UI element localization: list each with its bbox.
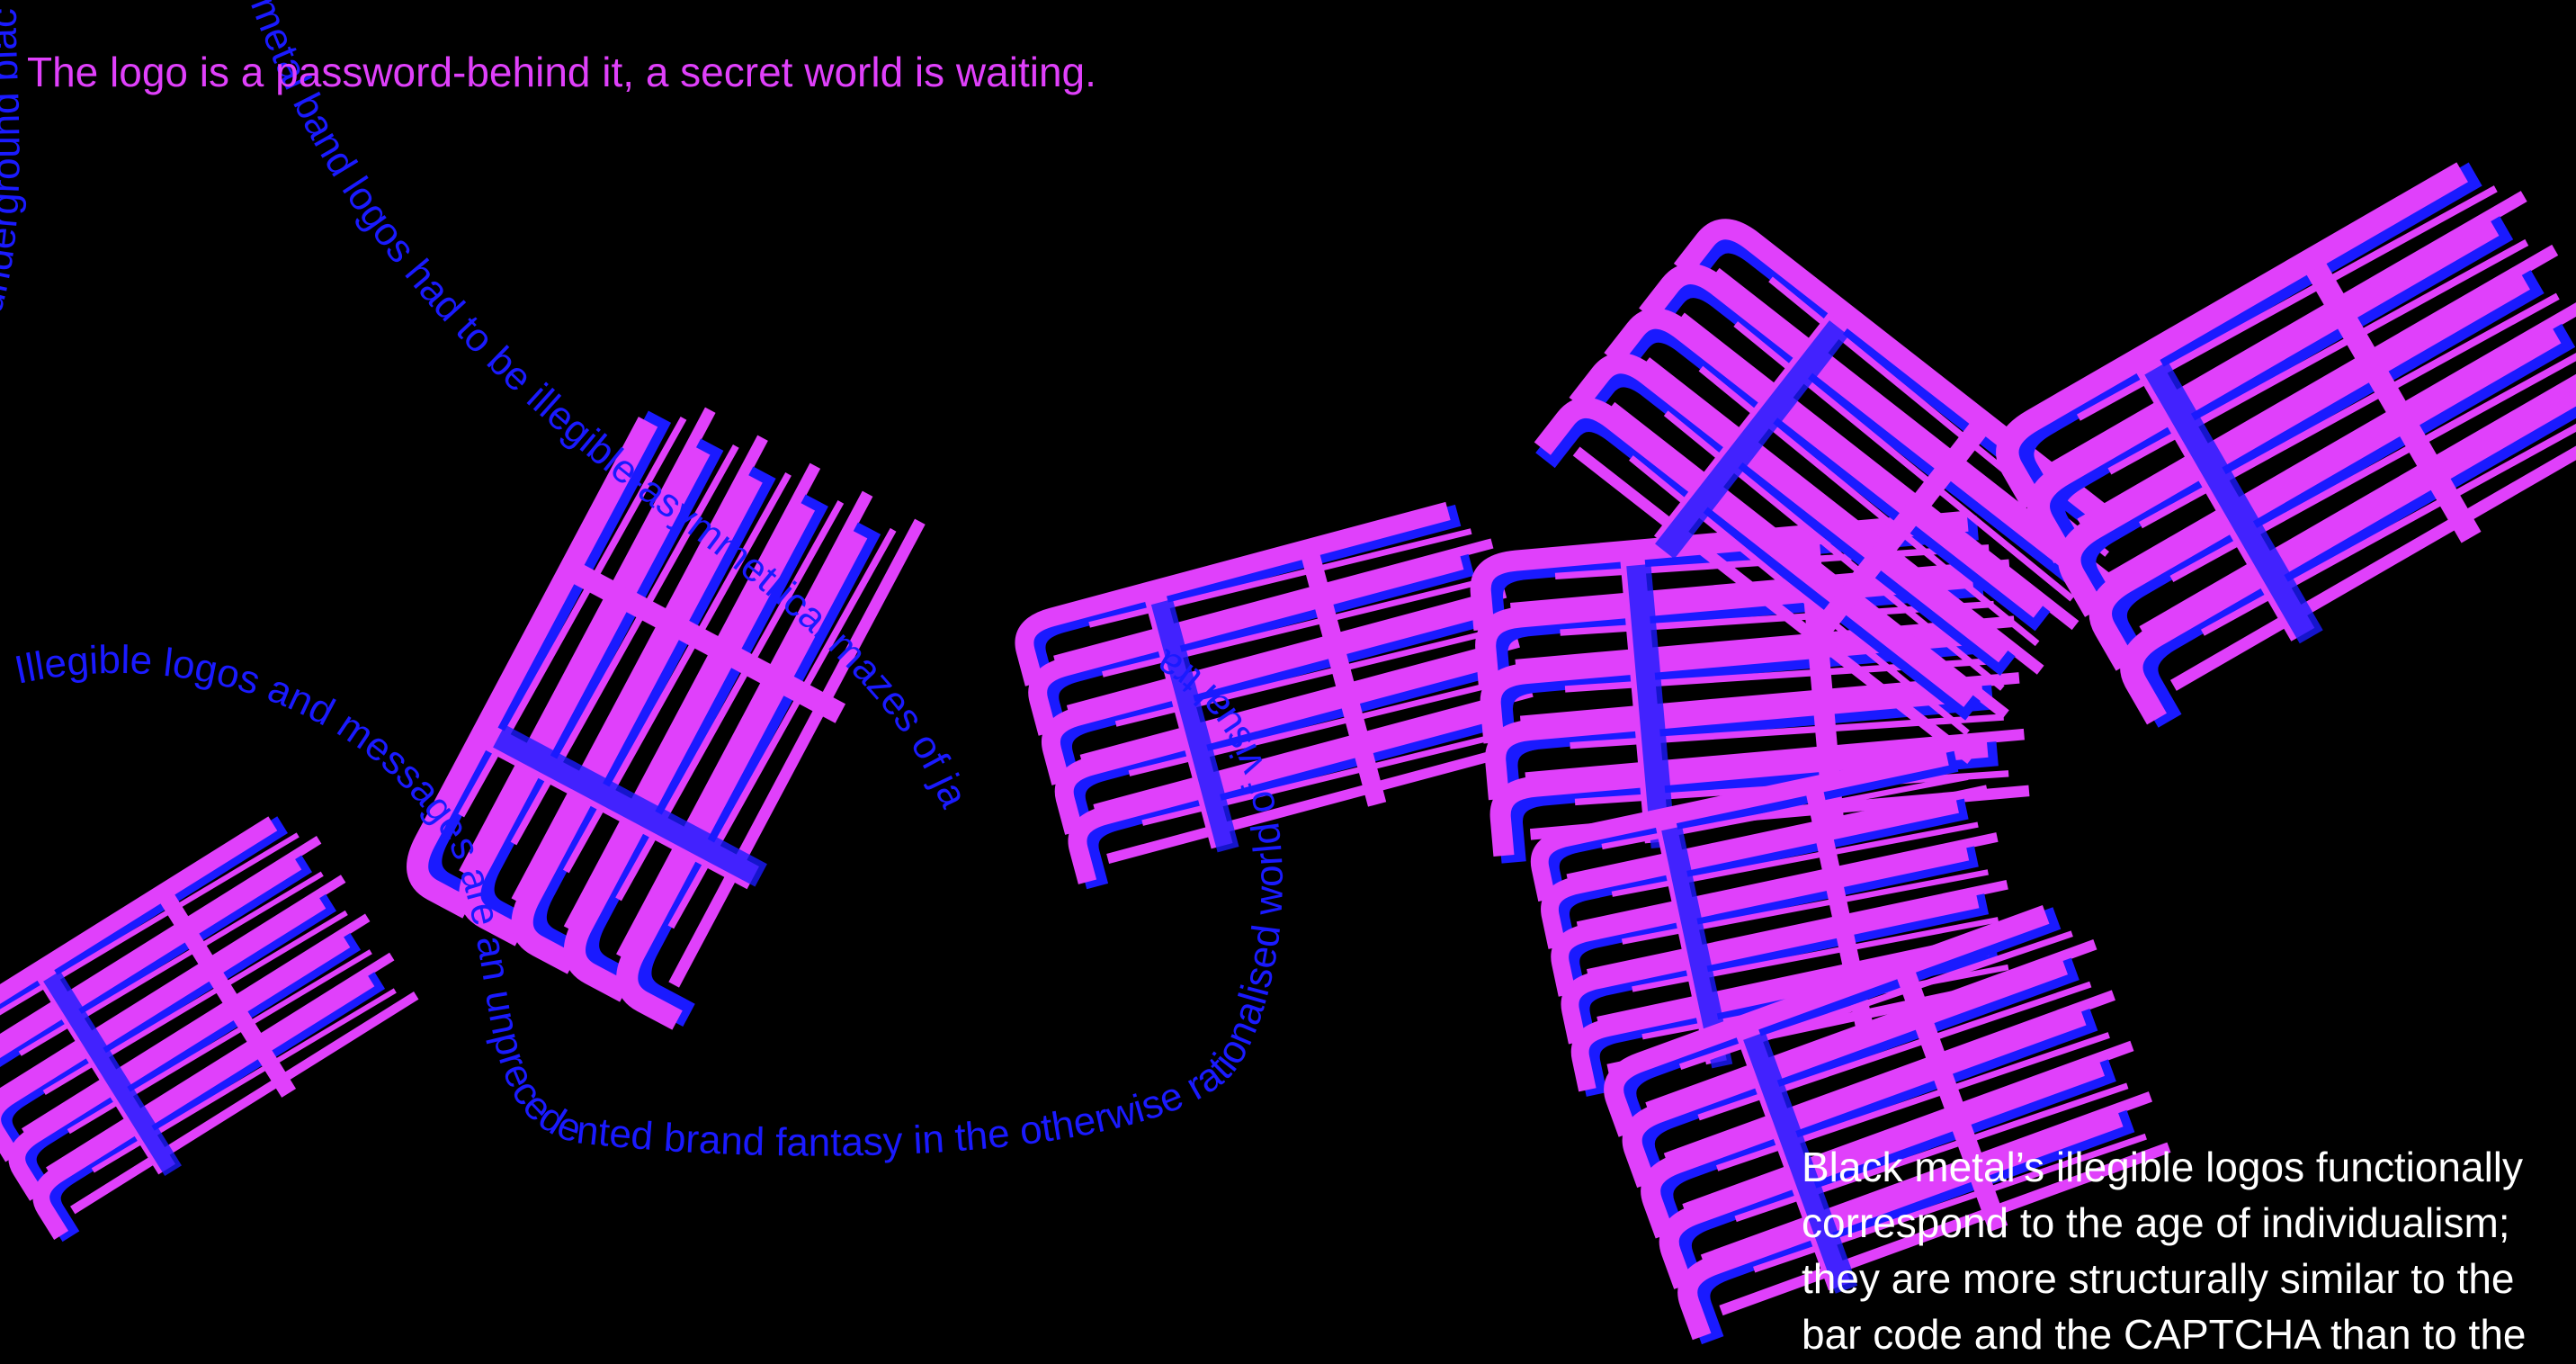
- logo-block-left: [0, 807, 427, 1240]
- body-text: Black metal’s illegible logos functional…: [1802, 1139, 2576, 1362]
- logo-block-upper-right: [1997, 151, 2576, 726]
- body-line-4: bar code and the CAPTCHA than to the: [1802, 1311, 2527, 1358]
- headline: The logo is a password-behind it, a secr…: [27, 49, 1096, 95]
- body-line-1: Black metal’s illegible logos functional…: [1802, 1144, 2524, 1190]
- body-line-3: they are more structurally similar to th…: [1802, 1255, 2515, 1302]
- body-line-2: correspond to the age of individualism;: [1802, 1199, 2510, 1246]
